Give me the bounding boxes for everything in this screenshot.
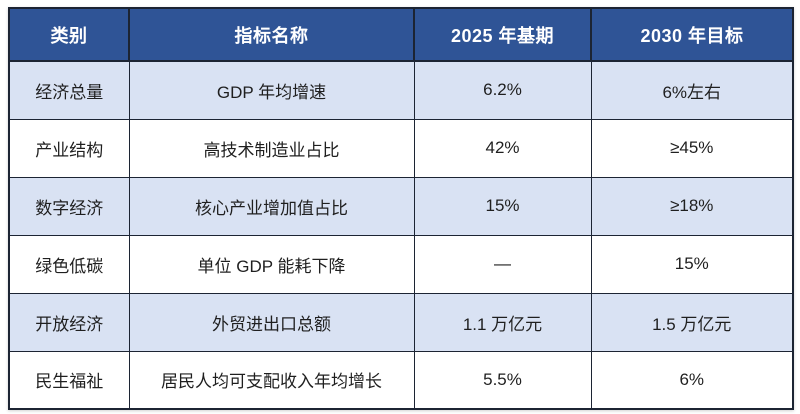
cell-base: — (413, 234, 592, 294)
header-target-2030: 2030 年目标 (590, 7, 794, 62)
cell-base: 1.1 万亿元 (413, 292, 592, 352)
cell-target: 6% (590, 350, 794, 410)
table-row: 开放经济 外贸进出口总额 1.1 万亿元 1.5 万亿元 (8, 292, 794, 352)
cell-indicator: 居民人均可支配收入年均增长 (128, 350, 415, 410)
table-header: 类别 指标名称 2025 年基期 2030 年目标 (8, 7, 794, 62)
cell-indicator: 外贸进出口总额 (128, 292, 415, 352)
cell-category: 开放经济 (8, 292, 130, 352)
cell-target: 1.5 万亿元 (590, 292, 794, 352)
cell-base: 5.5% (413, 350, 592, 410)
cell-category: 经济总量 (8, 60, 130, 120)
cell-category: 数字经济 (8, 176, 130, 236)
cell-target: 15% (590, 234, 794, 294)
table-row: 经济总量 GDP 年均增速 6.2% 6%左右 (8, 60, 794, 120)
header-row: 类别 指标名称 2025 年基期 2030 年目标 (8, 7, 794, 62)
cell-base: 15% (413, 176, 592, 236)
table-body: 经济总量 GDP 年均增速 6.2% 6%左右 产业结构 高技术制造业占比 42% ≥45% 数… (8, 60, 794, 410)
cell-base: 6.2% (413, 60, 592, 120)
table-row: 数字经济 核心产业增加值占比 15% ≥18% (8, 176, 794, 236)
indicator-target-table: 类别 指标名称 2025 年基期 2030 年目标 经济总量 GDP 年均增速 6.… (8, 7, 794, 410)
table-row: 产业结构 高技术制造业占比 42% ≥45% (8, 118, 794, 178)
table-row: 民生福祉 居民人均可支配收入年均增长 5.5% 6% (8, 350, 794, 410)
cell-indicator: 核心产业增加值占比 (128, 176, 415, 236)
cell-target: ≥18% (590, 176, 794, 236)
cell-indicator: GDP 年均增速 (128, 60, 415, 120)
header-category: 类别 (8, 7, 130, 62)
cell-indicator: 高技术制造业占比 (128, 118, 415, 178)
cell-target: ≥45% (590, 118, 794, 178)
cell-category: 产业结构 (8, 118, 130, 178)
table-row: 绿色低碳 单位 GDP 能耗下降 —15% (8, 234, 794, 294)
header-base-2025: 2025 年基期 (413, 7, 592, 62)
cell-category: 绿色低碳 (8, 234, 130, 294)
cell-indicator: 单位 GDP 能耗下降 (128, 234, 415, 294)
cell-base: 42% (413, 118, 592, 178)
cell-target: 6%左右 (590, 60, 794, 120)
cell-category: 民生福祉 (8, 350, 130, 410)
header-indicator: 指标名称 (128, 7, 415, 62)
